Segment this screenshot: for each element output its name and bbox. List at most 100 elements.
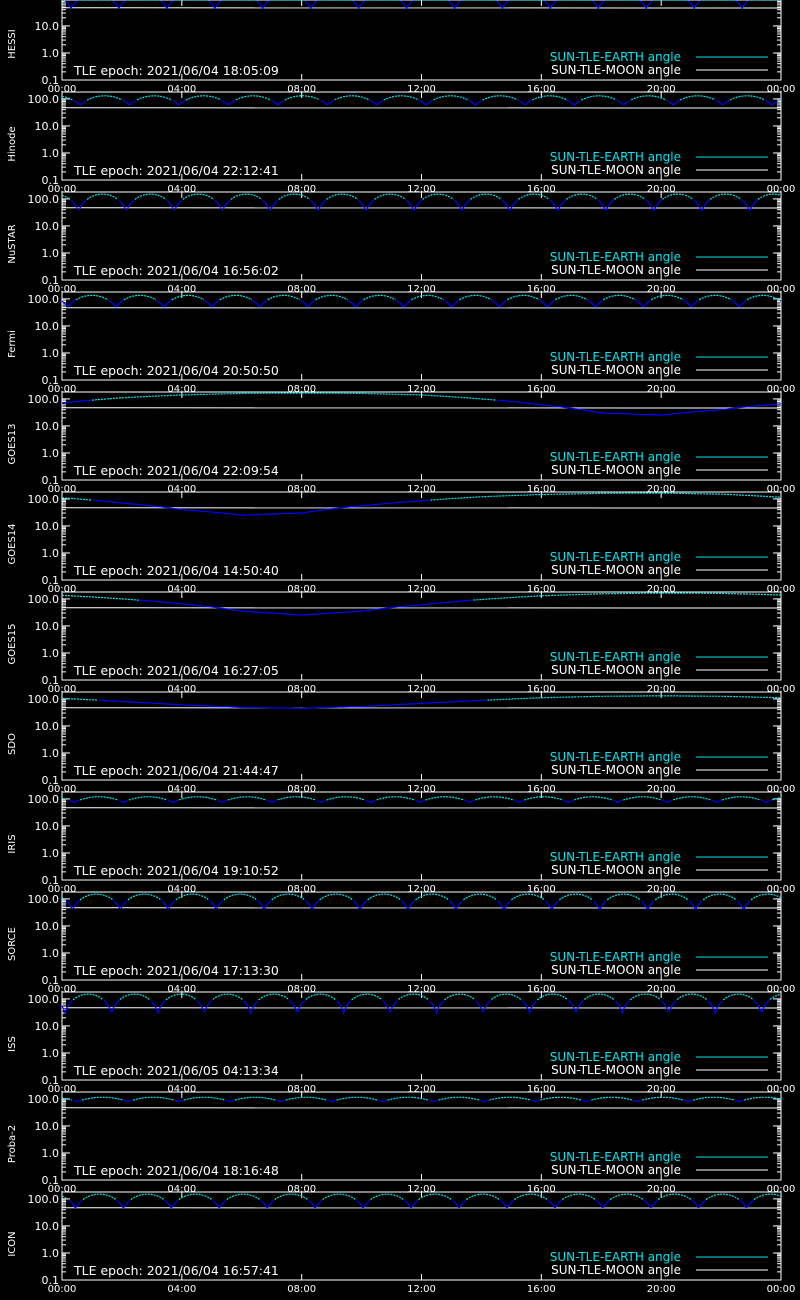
- y-tick-label: 1.0: [42, 447, 60, 460]
- y-tick-label: 0.1: [42, 474, 60, 487]
- y-tick-label: 1.0: [42, 947, 60, 960]
- x-tick-label: 00:00: [767, 1284, 796, 1295]
- tle-epoch-label: TLE epoch: 2021/06/04 20:50:50: [73, 363, 279, 378]
- legend-moon-label: SUN-TLE-MOON angle: [551, 763, 681, 777]
- x-tick-label: 00:00: [767, 184, 796, 195]
- x-tick-label: 12:00: [407, 484, 436, 495]
- x-tick-label: 00:00: [48, 384, 77, 395]
- earth-angle-line-high: [72, 993, 782, 1001]
- tle-epoch-label: TLE epoch: 2021/06/04 17:13:30: [73, 963, 279, 978]
- y-tick-label: 10.0: [35, 720, 60, 733]
- y-tick-label: 0.1: [42, 874, 60, 887]
- earth-angle-line-low: [61, 399, 781, 416]
- y-tick-label: 1.0: [42, 1047, 60, 1060]
- legend-earth-label: SUN-TLE-EARTH angle: [550, 250, 681, 264]
- legend-earth-label: SUN-TLE-EARTH angle: [550, 750, 681, 764]
- earth-angle-line-low: [68, 1199, 754, 1208]
- satellite-label: HESSI: [7, 29, 18, 58]
- x-tick-label: 16:00: [527, 384, 556, 395]
- legend-earth-label: SUN-TLE-EARTH angle: [550, 850, 681, 864]
- y-tick-label: 10.0: [35, 320, 60, 333]
- panel-sdo: 0.1 1.0 10.0 100.0 00:00 04:00 08:00 12:00 16:00…: [7, 691, 796, 795]
- x-tick-label: 20:00: [647, 184, 676, 195]
- y-tick-label: 1.0: [42, 1147, 60, 1160]
- legend-moon-label: SUN-TLE-MOON angle: [551, 1263, 681, 1277]
- x-tick-label: 00:00: [767, 684, 796, 695]
- x-tick-label: 00:00: [767, 1084, 796, 1095]
- x-tick-label: 08:00: [287, 584, 316, 595]
- x-tick-label: 04:00: [167, 684, 196, 695]
- x-tick-label: 16:00: [527, 584, 556, 595]
- x-tick-label: 20:00: [647, 984, 676, 995]
- tle-epoch-label: TLE epoch: 2021/06/04 22:09:54: [73, 463, 279, 478]
- x-tick-label: 00:00: [767, 384, 796, 395]
- earth-angle-line-high: [75, 294, 780, 301]
- x-tick-label: 04:00: [167, 384, 196, 395]
- x-tick-label: 12:00: [407, 1284, 436, 1295]
- y-tick-label: 100.0: [28, 493, 60, 506]
- x-tick-label: 12:00: [407, 1184, 436, 1195]
- x-tick-label: 00:00: [48, 584, 77, 595]
- panel-goes15: 0.1 1.0 10.0 100.0 00:00 04:00 08:00 12:00 16:00…: [7, 591, 796, 695]
- x-tick-label: 00:00: [767, 284, 796, 295]
- y-tick-label: 100.0: [28, 593, 60, 606]
- earth-angle-line-low: [72, 1099, 744, 1103]
- y-tick-label: 0.1: [42, 74, 60, 87]
- x-tick-label: 12:00: [407, 84, 436, 95]
- x-tick-label: 08:00: [287, 1284, 316, 1295]
- satellite-label: GOES14: [7, 523, 18, 564]
- panel-icon: 0.1 1.0 10.0 100.0 00:00 04:00 08:00 12:00 16:00…: [7, 1191, 796, 1295]
- earth-angle-line-low: [73, 99, 779, 106]
- x-tick-label: 04:00: [167, 1084, 196, 1095]
- earth-angle-line-high: [61, 492, 782, 501]
- x-tick-label: 20:00: [647, 284, 676, 295]
- x-tick-label: 00:00: [48, 684, 77, 695]
- x-tick-label: 20:00: [647, 1084, 676, 1095]
- legend-earth-label: SUN-TLE-EARTH angle: [550, 150, 681, 164]
- x-tick-label: 00:00: [767, 784, 796, 795]
- x-tick-label: 00:00: [767, 984, 796, 995]
- tle-epoch-label: TLE epoch: 2021/06/04 16:27:05: [73, 663, 279, 678]
- x-tick-label: 04:00: [167, 284, 196, 295]
- x-tick-label: 20:00: [647, 1184, 676, 1195]
- tle-epoch-label: TLE epoch: 2021/06/04 18:05:09: [73, 63, 279, 78]
- panel-hessi: 0.1 1.0 10.0 00:00 04:00 08:00 12:00 16:00 20:00…: [7, 0, 795, 95]
- tle-epoch-label: TLE epoch: 2021/06/04 18:16:48: [73, 1163, 279, 1178]
- x-tick-label: 00:00: [767, 1184, 796, 1195]
- x-tick-label: 12:00: [407, 184, 436, 195]
- x-tick-label: 12:00: [407, 384, 436, 395]
- y-tick-label: 0.1: [42, 174, 60, 187]
- y-tick-label: 10.0: [35, 120, 60, 133]
- x-tick-label: 00:00: [48, 84, 77, 95]
- x-tick-label: 16:00: [527, 184, 556, 195]
- y-tick-label: 1.0: [42, 1247, 60, 1260]
- x-tick-label: 00:00: [48, 1184, 77, 1195]
- x-tick-label: 00:00: [767, 584, 796, 595]
- legend-earth-label: SUN-TLE-EARTH angle: [550, 950, 681, 964]
- panel-iris: 0.1 1.0 10.0 100.0 00:00 04:00 08:00 12:00 16:00…: [7, 791, 795, 895]
- x-tick-label: 12:00: [407, 584, 436, 595]
- y-tick-label: 10.0: [35, 620, 60, 633]
- panel-fermi: 0.1 1.0 10.0 100.0 00:00 04:00 08:00 12:00 16:00…: [7, 291, 796, 395]
- y-tick-label: 10.0: [35, 1120, 60, 1133]
- x-tick-label: 12:00: [407, 784, 436, 795]
- x-tick-label: 04:00: [167, 584, 196, 595]
- x-tick-label: 20:00: [647, 584, 676, 595]
- panel-sorce: 0.1 1.0 10.0 100.0 00:00 04:00 08:00 12:00 16:00…: [7, 891, 796, 995]
- legend-earth-label: SUN-TLE-EARTH angle: [550, 50, 681, 64]
- legend-earth-label: SUN-TLE-EARTH angle: [550, 350, 681, 364]
- satellite-label: SDO: [7, 733, 18, 755]
- x-tick-label: 00:00: [48, 1084, 77, 1095]
- y-tick-label: 0.1: [42, 1074, 60, 1087]
- y-tick-label: 10.0: [35, 220, 60, 233]
- satellite-label: Proba-2: [7, 1125, 18, 1163]
- earth-angle-line-high: [62, 592, 782, 601]
- x-tick-label: 12:00: [407, 1084, 436, 1095]
- earth-angle-line-low: [61, 300, 782, 308]
- x-tick-label: 00:00: [48, 184, 77, 195]
- earth-angle-line-high: [61, 95, 782, 101]
- x-tick-label: 08:00: [287, 784, 316, 795]
- legend-moon-label: SUN-TLE-MOON angle: [551, 463, 681, 477]
- x-tick-label: 04:00: [167, 484, 196, 495]
- tle-epoch-label: TLE epoch: 2021/06/04 21:44:47: [73, 763, 279, 778]
